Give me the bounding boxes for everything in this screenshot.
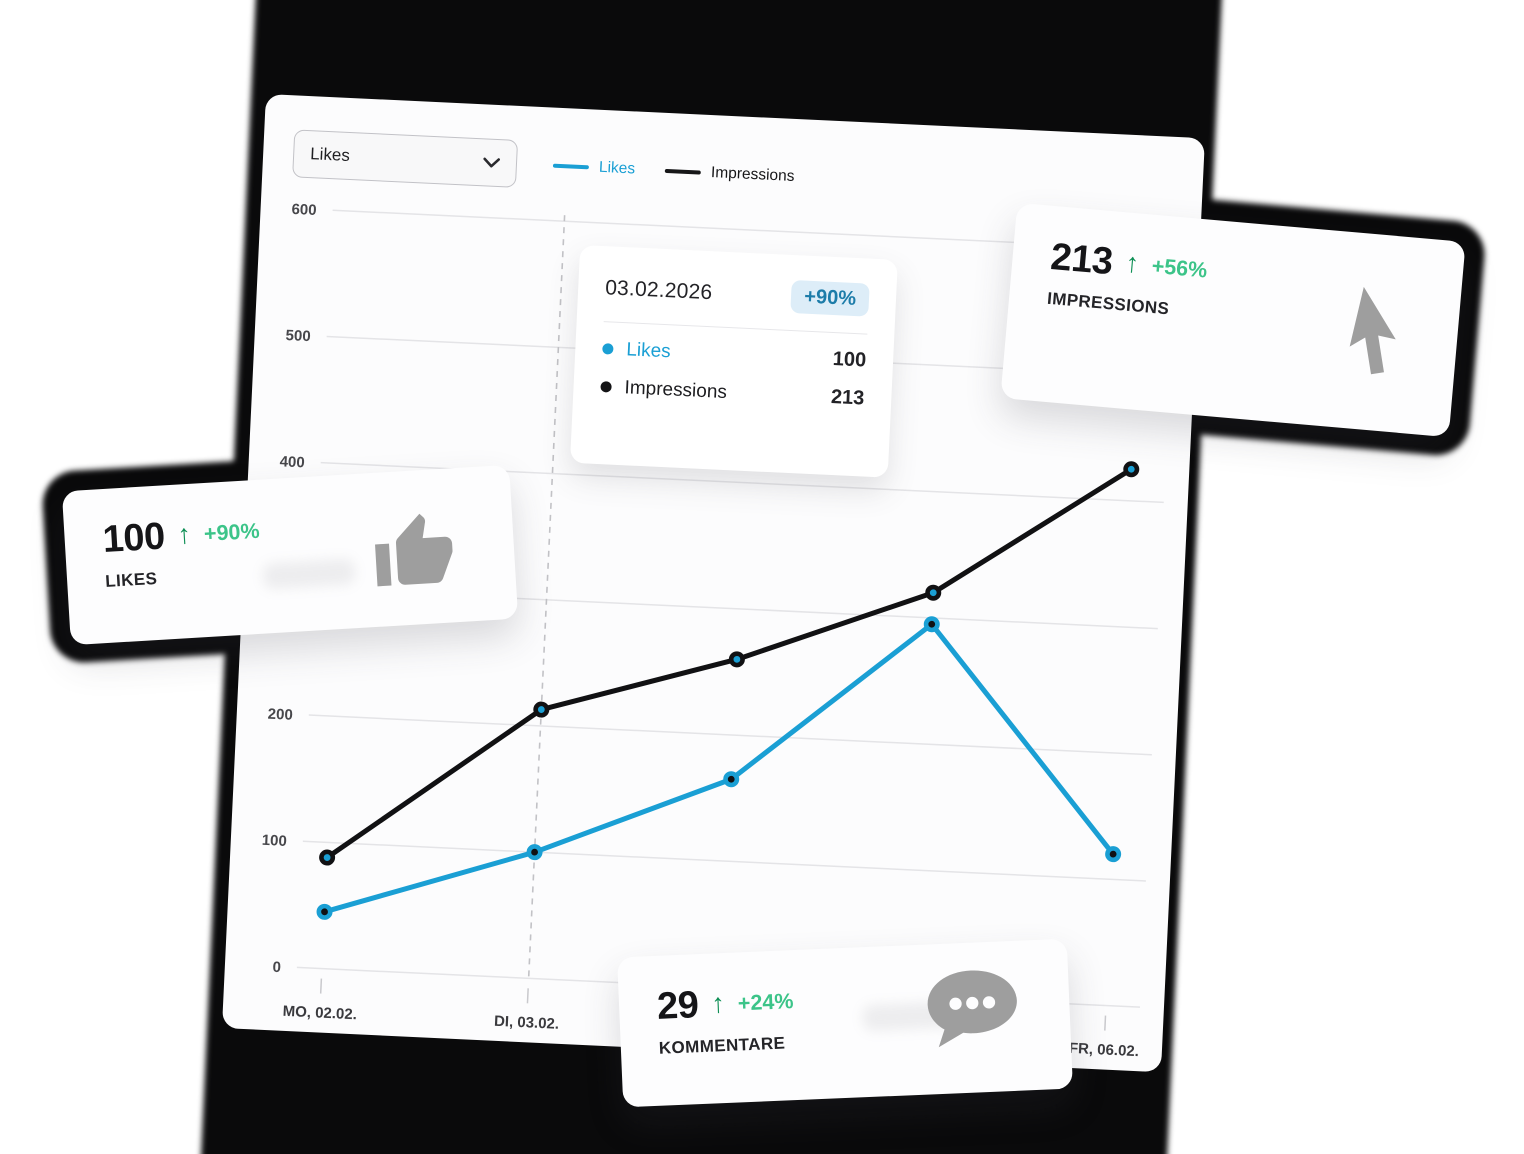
svg-text:400: 400	[279, 453, 305, 471]
tooltip-likes-value: 100	[832, 348, 867, 372]
likes-stat-delta: +90%	[203, 518, 261, 547]
impressions-stat-value: 213	[1048, 235, 1115, 284]
tooltip-likes-label: Likes	[625, 338, 672, 362]
svg-text:600: 600	[291, 201, 317, 219]
legend-label-impressions: Impressions	[710, 164, 795, 185]
comments-stat-value: 29	[656, 984, 700, 1028]
impressions-stat-delta: +56%	[1150, 253, 1209, 283]
svg-text:100: 100	[261, 832, 287, 850]
tooltip-change-badge: +90%	[790, 279, 870, 317]
svg-text:200: 200	[267, 706, 293, 724]
likes-series-bullet	[602, 343, 614, 355]
svg-text:MO, 02.02.: MO, 02.02.	[282, 1003, 357, 1023]
metric-dropdown-value: Likes	[309, 144, 351, 166]
svg-text:0: 0	[272, 959, 281, 976]
tooltip-divider	[603, 321, 868, 335]
chart-tooltip: 03.02.2026 +90% Likes 100 Impressions 21…	[569, 244, 898, 478]
tooltip-date: 03.02.2026	[604, 275, 713, 304]
legend-item-impressions[interactable]: Impressions	[664, 162, 795, 186]
likes-line-swatch	[552, 163, 589, 170]
cursor-icon	[1349, 286, 1396, 375]
stat-card-likes: 100 ↑ +90% LIKES	[61, 464, 519, 646]
trend-up-icon: ↑	[710, 988, 726, 1019]
impressions-line-swatch	[664, 169, 702, 175]
stat-card-comments: 29 ↑ +24% KOMMENTARE	[617, 938, 1073, 1108]
trend-up-icon: ↑	[1124, 247, 1141, 279]
trend-up-icon: ↑	[176, 518, 192, 550]
metric-dropdown[interactable]: Likes	[292, 129, 519, 188]
stat-card-impressions: 213 ↑ +56% IMPRESSIONS	[1000, 202, 1466, 438]
thumbs-up-icon	[375, 513, 453, 587]
legend-label-likes: Likes	[598, 158, 636, 178]
tooltip-impressions-value: 213	[830, 385, 865, 410]
impressions-series-bullet	[600, 381, 612, 393]
tooltip-row-likes: Likes 100	[602, 337, 867, 372]
comments-stat-delta: +24%	[737, 989, 794, 1016]
tooltip-impressions-label: Impressions	[624, 376, 728, 403]
svg-text:FR, 06.02.: FR, 06.02.	[1069, 1040, 1140, 1060]
frosted-ghost	[262, 558, 356, 590]
legend-item-likes[interactable]: Likes	[552, 157, 636, 179]
chat-bubble-icon	[927, 970, 1017, 1048]
likes-stat-value: 100	[101, 515, 166, 562]
tooltip-row-impressions: Impressions 213	[600, 375, 865, 410]
svg-text:500: 500	[285, 327, 311, 345]
svg-text:DI, 03.02.: DI, 03.02.	[494, 1013, 560, 1033]
chevron-down-icon	[483, 157, 500, 167]
